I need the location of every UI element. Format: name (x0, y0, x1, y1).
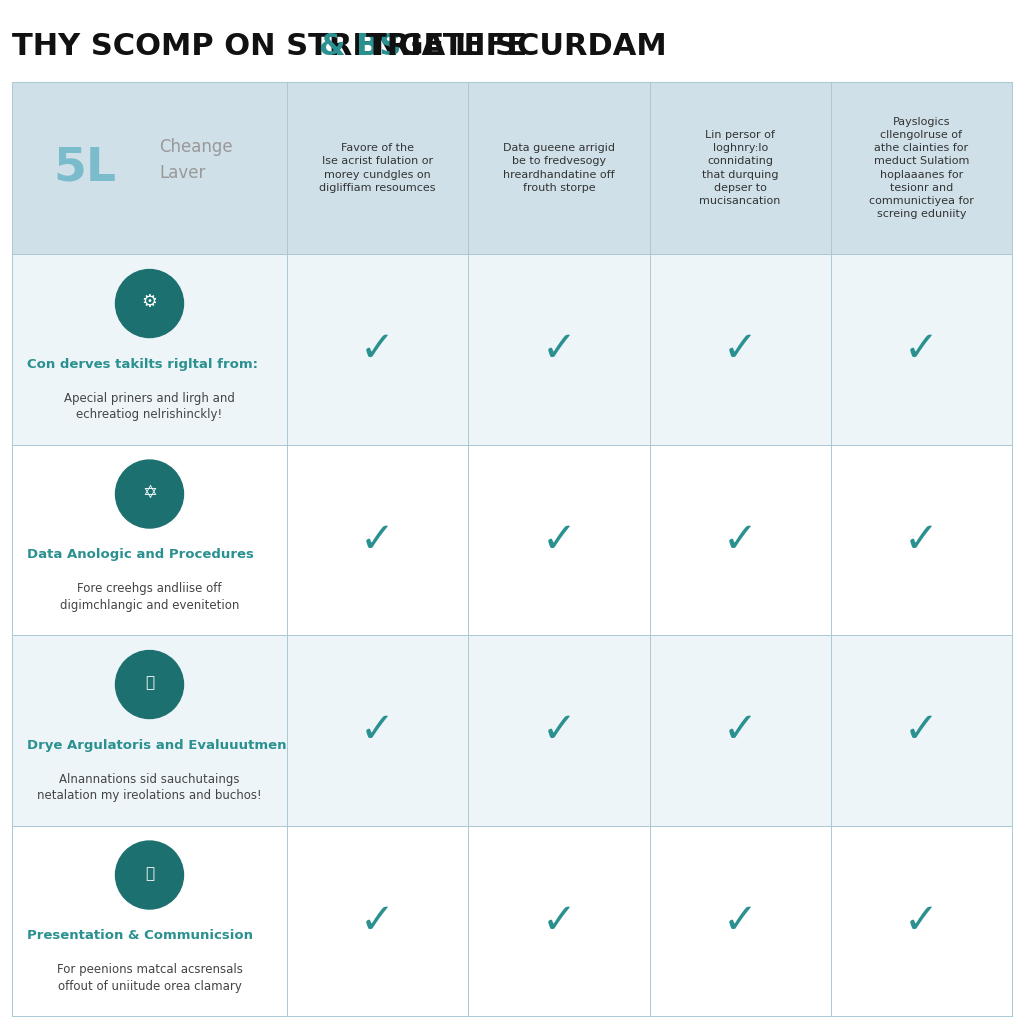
Text: ✓: ✓ (904, 900, 939, 942)
Text: Cheange
Laver: Cheange Laver (160, 138, 233, 181)
Text: 📋: 📋 (145, 866, 154, 881)
Text: Fore creehgs andliise off
digimchlangic and evenitetion: Fore creehgs andliise off digimchlangic … (59, 583, 240, 611)
Text: ✡: ✡ (142, 483, 157, 502)
Bar (12, 825, 1012, 1016)
Text: ✓: ✓ (904, 329, 939, 371)
Text: ✓: ✓ (723, 900, 758, 942)
Text: ✓: ✓ (360, 519, 395, 561)
Text: ✓: ✓ (360, 710, 395, 752)
Bar (12, 82, 1012, 254)
Text: ✓: ✓ (723, 329, 758, 371)
Bar (12, 635, 1012, 825)
Text: & BS: & BS (318, 32, 401, 60)
Text: ✓: ✓ (904, 710, 939, 752)
Text: Data Anologic and Procedures: Data Anologic and Procedures (27, 549, 254, 561)
Text: Con derves takilts rigltal from:: Con derves takilts rigltal from: (27, 358, 258, 371)
Text: Favore of the
Ise acrist fulation or
morey cundgles on
digliffiam resoumces: Favore of the Ise acrist fulation or mor… (319, 143, 436, 193)
Text: Drye Argulatoris and Evaluuutmen: Drye Argulatoris and Evaluuutmen (27, 739, 287, 752)
Text: ✓: ✓ (360, 329, 395, 371)
Text: ✓: ✓ (723, 519, 758, 561)
Text: 🔍: 🔍 (145, 676, 154, 690)
Text: ✓: ✓ (542, 900, 577, 942)
Text: ✓: ✓ (723, 710, 758, 752)
Text: ⚙: ⚙ (141, 293, 158, 311)
Text: 5L: 5L (53, 145, 116, 190)
Text: THY SCOMP ON STRENGE LIFE: THY SCOMP ON STRENGE LIFE (12, 32, 538, 60)
Text: ✓: ✓ (360, 900, 395, 942)
Text: Presentation & Communicsion: Presentation & Communicsion (27, 930, 253, 942)
Circle shape (116, 460, 183, 528)
Circle shape (116, 650, 183, 719)
Bar (12, 444, 1012, 635)
Text: TRIATE SCURDAM: TRIATE SCURDAM (366, 32, 667, 60)
Text: ✓: ✓ (542, 710, 577, 752)
Text: Payslogics
cllengolruse of
athe clainties for
meduct Sulatiom
hoplaaanes for
tes: Payslogics cllengolruse of athe claintie… (869, 117, 974, 219)
Circle shape (116, 841, 183, 909)
Text: For peenions matcal acsrensals
offout of uniitude orea clamary: For peenions matcal acsrensals offout of… (56, 964, 243, 992)
Text: Apecial priners and lirgh and
echreatiog nelrishinckly!: Apecial priners and lirgh and echreatiog… (65, 391, 234, 421)
Text: Data gueene arrigid
be to fredvesogy
hreardhandatine off
frouth storpe: Data gueene arrigid be to fredvesogy hre… (503, 143, 614, 193)
Bar (12, 254, 1012, 444)
Text: Alnannations sid sauchutaings
netalation my ireolations and buchos!: Alnannations sid sauchutaings netalation… (37, 773, 262, 802)
Text: Lin persor of
loghnry:lo
connidating
that durquing
depser to
mucisancation: Lin persor of loghnry:lo connidating tha… (699, 130, 781, 206)
Text: ✓: ✓ (904, 519, 939, 561)
Circle shape (116, 269, 183, 338)
Text: ✓: ✓ (542, 519, 577, 561)
Text: ✓: ✓ (542, 329, 577, 371)
